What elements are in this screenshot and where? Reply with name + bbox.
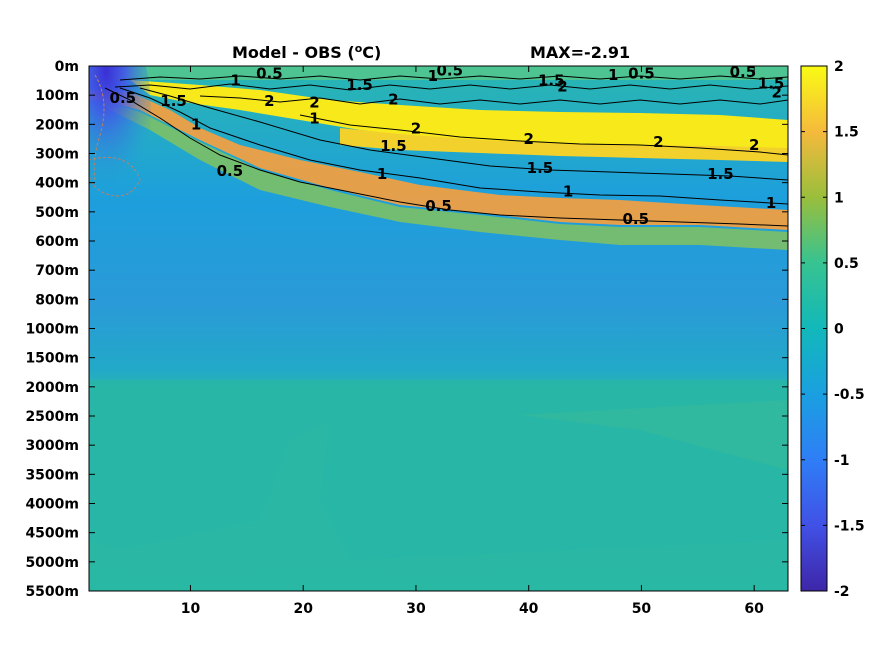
contour-label: 1: [309, 110, 319, 128]
chart-title: Model - OBS (oC): [232, 42, 381, 62]
contour-label: 1.5: [758, 75, 785, 93]
y-axis: 0m 100m 200m 300m 400m 500m 600m 700m 800m 1000m 1…: [25, 59, 788, 600]
contour-label: 0.5: [425, 197, 452, 215]
contour-label: 0.5: [217, 162, 244, 180]
contour-label: 0.5: [628, 64, 655, 82]
contour-label: 1: [608, 66, 618, 84]
heatmap-yellow-core-2: [340, 128, 788, 162]
heatmap-mid-band: [100, 100, 788, 250]
y-tick-label: 1000m: [25, 322, 79, 338]
colorbar-tick-label: -1.5: [834, 518, 865, 534]
y-tick-label: 5000m: [25, 555, 79, 571]
y-tick-label: 700m: [35, 263, 79, 279]
colorbar-tick-label: -0.5: [834, 387, 865, 403]
chart-title-tail: C): [362, 43, 381, 62]
y-tick-label: 4500m: [25, 526, 79, 542]
max-label: MAX=-2.91: [530, 43, 630, 62]
heatmap-deep-tongue-2: [520, 400, 788, 470]
x-tick-label: 30: [406, 601, 426, 617]
contour-label: 1: [428, 67, 438, 85]
contour-label: 2: [772, 83, 782, 101]
y-tick-label: 0m: [55, 59, 79, 75]
colorbar-tick-label: -1: [834, 453, 850, 469]
heatmap-surface-layer: [89, 66, 788, 80]
contour-label: 0.5: [436, 61, 463, 79]
contour-label: 1.5: [346, 76, 373, 94]
x-axis: 10 20 30 40 50 60: [181, 66, 764, 617]
y-tick-label: 3000m: [25, 438, 79, 454]
contour-label: 0.5: [730, 63, 757, 81]
contour-label: 1.5: [538, 72, 565, 90]
heatmap-yellow-core: [130, 80, 788, 150]
contour-surface-3: [199, 95, 788, 105]
contour-lines: [89, 74, 788, 227]
x-tick-label: 60: [744, 601, 764, 617]
x-tick-label: 50: [632, 601, 652, 617]
y-tick-label: 5500m: [25, 584, 79, 600]
contour-label: 2: [411, 120, 421, 138]
contour-label: 0.5: [110, 89, 137, 107]
contour-label: 1.5: [380, 137, 407, 155]
contour-label: 1: [191, 115, 201, 133]
y-tick-label: 2000m: [25, 380, 79, 396]
colorbar-tick-label: 2: [834, 59, 844, 75]
y-tick-label: 400m: [35, 176, 79, 192]
contour-1-lower: [119, 87, 788, 205]
contour-1.5-lower: [139, 87, 788, 181]
contour-label: 2: [309, 93, 319, 111]
chart-title-main: Model - OBS (: [232, 43, 355, 62]
colorbar-tick-label: -2: [834, 584, 850, 600]
contour-0.5-lower: [104, 87, 788, 227]
colorbar-tick-label: 1: [834, 190, 844, 206]
colorbar-ticks: 2 1.5 1 0.5 0 -0.5 -1 -1.5 -2: [801, 59, 865, 600]
contour-label: 1.5: [707, 165, 734, 183]
contour-surface-1: [119, 75, 788, 81]
colorbar-tick-label: 0: [834, 322, 844, 338]
contour-label: 2: [749, 136, 759, 154]
y-tick-label: 4000m: [25, 497, 79, 513]
y-tick-label: 800m: [35, 292, 79, 308]
contour-label: 1: [766, 194, 776, 212]
contour-label: 0.5: [256, 64, 283, 82]
x-tick-label: 40: [519, 601, 539, 617]
x-tick-label: 20: [293, 601, 313, 617]
y-tick-label: 2500m: [25, 409, 79, 425]
contour-surface-2: [114, 83, 788, 91]
colorbar-tick-label: 0.5: [834, 256, 859, 272]
y-tick-label: 3500m: [25, 467, 79, 483]
contour-label: 1.5: [160, 92, 187, 110]
heatmap-orange-band: [89, 90, 788, 230]
y-tick-label: 100m: [35, 88, 79, 104]
contour-label: 2: [557, 77, 567, 95]
y-tick-label: 1500m: [25, 351, 79, 367]
contour-label: 2: [264, 92, 274, 110]
colorbar: 2 1.5 1 0.5 0 -0.5 -1 -1.5 -2: [800, 59, 865, 600]
contour-cold-core-2: [89, 157, 141, 197]
contour-label: 2: [388, 91, 398, 109]
heatmap-deep-tongue: [89, 420, 788, 591]
contour-cold-core: [93, 74, 105, 181]
y-tick-label: 600m: [35, 234, 79, 250]
contour-label: 1: [563, 182, 573, 200]
y-tick-label: 500m: [35, 205, 79, 221]
contour-label: 1: [377, 165, 387, 183]
contour-label: 2: [653, 133, 663, 151]
colorbar-tick-label: 1.5: [834, 125, 859, 141]
contour-label: 1.5: [527, 159, 554, 177]
y-tick-label: 200m: [35, 117, 79, 133]
contour-label: 1: [230, 72, 240, 90]
contour-label: 0.5: [623, 210, 650, 228]
contour-label: 2: [523, 130, 533, 148]
x-tick-label: 10: [181, 601, 201, 617]
chart-title-sup: o: [355, 42, 363, 55]
y-tick-label: 300m: [35, 147, 79, 163]
contour-2-lower: [299, 114, 788, 156]
